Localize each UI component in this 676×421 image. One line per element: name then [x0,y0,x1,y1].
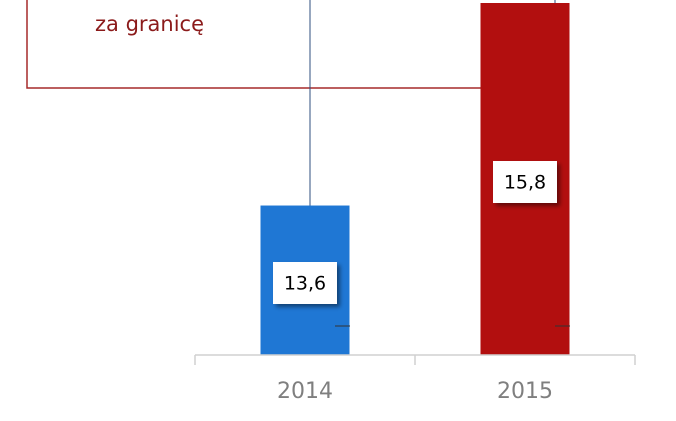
value-label-box [493,161,557,203]
plot: 13,6 15,8 [260,3,570,355]
annotation-box [26,0,525,89]
value-label: 13,6 [284,273,326,295]
annotation: za granicę [95,12,204,36]
value-label: 15,8 [504,172,546,194]
x-tick-label: 2014 [277,379,333,404]
x-tick-label: 2015 [497,379,553,404]
value-label-box [273,262,337,304]
